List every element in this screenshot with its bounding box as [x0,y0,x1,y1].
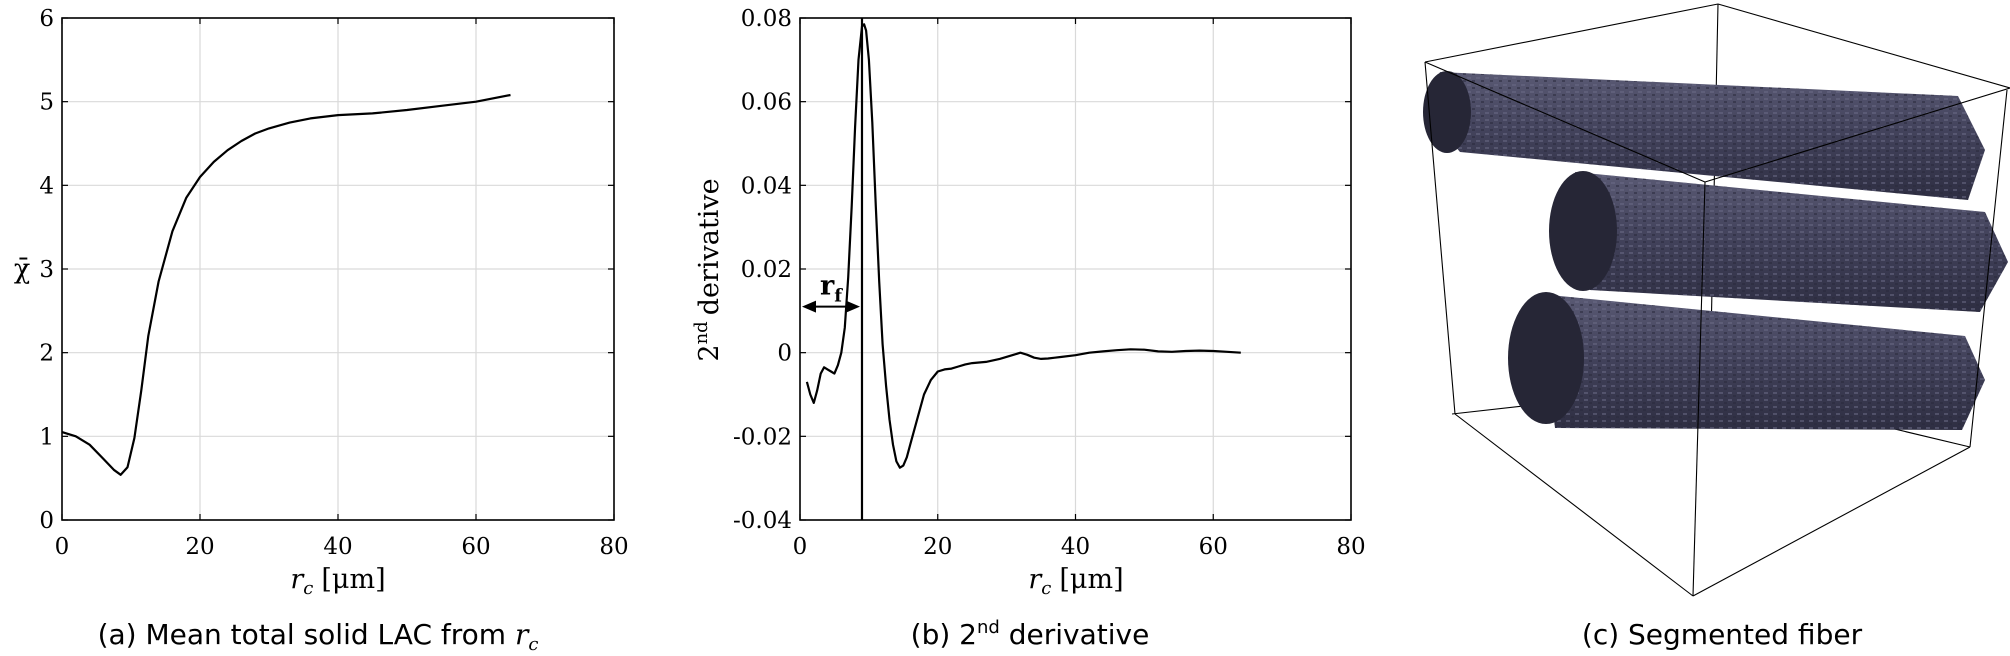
panel-a: 0 20 40 60 80 0 1 2 3 4 5 6 χ̄ rc [μm] (a) Mean tot… [14,6,629,655]
y-tick-label: 0 [39,508,54,534]
y-tick-label: 0.06 [741,90,792,116]
bounding-box-front [1424,61,2010,597]
fiber-bottom [1508,292,1985,430]
panel-a-curve [61,93,511,476]
panel-b-xlabel: rc [μm] [1028,564,1123,599]
y-tick-label: 4 [39,173,54,199]
y-tick-label: -0.02 [733,424,792,450]
x-tick-label: 80 [599,534,628,560]
panel-a-ylabel: χ̄ [14,254,30,285]
x-tick-label: 0 [793,534,808,560]
x-tick-label: 0 [55,534,70,560]
fiber-middle [1549,171,2008,312]
x-tick-label: 20 [185,534,214,560]
rf-label: rf [820,271,843,307]
x-tick-label: 80 [1336,534,1365,560]
rf-arrow-head-right [845,300,860,313]
y-tick-label: 0.08 [741,6,792,32]
panel-a-xlabel: rc [μm] [290,564,385,599]
panel-b-grid [799,17,1352,521]
y-tick-label: 3 [39,257,54,283]
panel-b-curve [805,23,1241,469]
x-tick-label: 20 [923,534,952,560]
y-tick-label: 2 [39,341,54,367]
panel-a-grid [61,17,615,521]
panel-b-ylabel: 2ndderivative [691,178,725,361]
y-tick-label: 5 [39,90,54,116]
panel-a-xticks: 0 20 40 60 80 [55,18,629,560]
y-tick-label: 0.04 [741,173,792,199]
panel-a-yticks: 0 1 2 3 4 5 6 [39,6,614,534]
rf-annotation: rf [802,271,860,313]
panel-b-xticks: 0 20 40 60 80 [793,18,1366,560]
x-tick-label: 60 [461,534,490,560]
panel-b: 0 20 40 60 80 -0.04 -0.02 0 0.02 0.04 0.06 0.08 rf… [691,6,1366,651]
y-tick-label: 0 [777,341,792,367]
y-tick-label: 0.02 [741,257,792,283]
x-tick-label: 40 [323,534,352,560]
y-tick-label: 1 [39,424,54,450]
x-tick-label: 40 [1061,534,1090,560]
x-tick-label: 60 [1199,534,1228,560]
panel-c-caption: (c) Segmented fiber [1582,618,1863,651]
panel-c: (c) Segmented fiber [1423,3,2010,651]
rf-arrow-head-left [802,300,816,313]
panel-a-caption: (a) Mean total solid LAC from rc [98,618,539,655]
panel-b-caption: (b) 2nd derivative [911,617,1150,651]
fiber-top [1423,71,1985,200]
y-tick-label: 6 [39,6,54,32]
y-tick-label: -0.04 [733,508,792,534]
panel-b-yticks: -0.04 -0.02 0 0.02 0.04 0.06 0.08 [733,6,1351,534]
